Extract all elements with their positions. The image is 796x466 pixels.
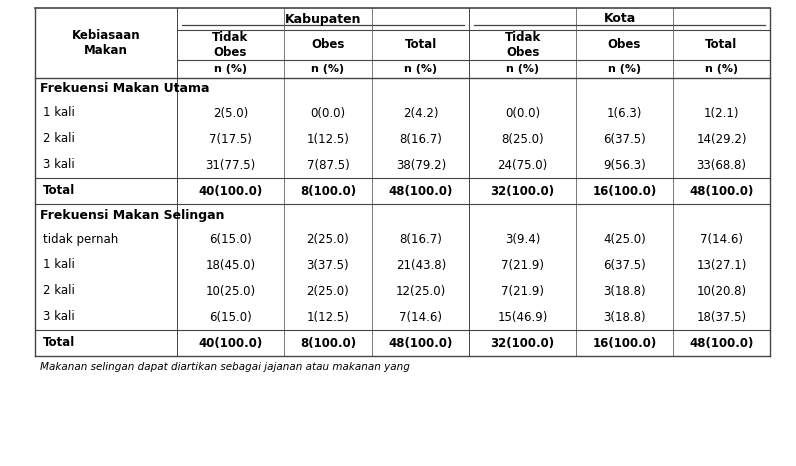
Text: 31(77.5): 31(77.5) [205, 158, 256, 171]
Text: n (%): n (%) [404, 64, 438, 74]
Text: 1(6.3): 1(6.3) [607, 107, 642, 119]
Text: 13(27.1): 13(27.1) [696, 259, 747, 272]
Text: 14(29.2): 14(29.2) [696, 132, 747, 145]
Text: Total: Total [43, 185, 76, 198]
Text: 0(0.0): 0(0.0) [310, 107, 345, 119]
Text: 48(100.0): 48(100.0) [689, 185, 754, 198]
Text: n (%): n (%) [214, 64, 247, 74]
Text: 4(25.0): 4(25.0) [603, 233, 646, 246]
Text: Total: Total [404, 39, 437, 52]
Text: 3(37.5): 3(37.5) [306, 259, 349, 272]
Text: 7(21.9): 7(21.9) [501, 259, 544, 272]
Text: 21(43.8): 21(43.8) [396, 259, 446, 272]
Text: 48(100.0): 48(100.0) [689, 336, 754, 350]
Text: 1(12.5): 1(12.5) [306, 132, 349, 145]
Text: 48(100.0): 48(100.0) [388, 336, 453, 350]
Text: n (%): n (%) [705, 64, 738, 74]
Text: 40(100.0): 40(100.0) [198, 336, 263, 350]
Text: Total: Total [705, 39, 738, 52]
Text: 6(37.5): 6(37.5) [603, 132, 646, 145]
Text: 7(14.6): 7(14.6) [400, 310, 443, 323]
Text: 3(18.8): 3(18.8) [603, 310, 646, 323]
Text: 8(100.0): 8(100.0) [300, 185, 356, 198]
Text: 33(68.8): 33(68.8) [696, 158, 747, 171]
Text: 10(25.0): 10(25.0) [205, 285, 256, 297]
Text: 8(16.7): 8(16.7) [400, 132, 443, 145]
Text: 1 kali: 1 kali [43, 107, 75, 119]
Text: tidak pernah: tidak pernah [43, 233, 119, 246]
Text: 6(15.0): 6(15.0) [209, 310, 252, 323]
Text: 2(25.0): 2(25.0) [306, 233, 349, 246]
Text: Kabupaten: Kabupaten [285, 13, 361, 26]
Text: 2(4.2): 2(4.2) [403, 107, 439, 119]
Text: n (%): n (%) [506, 64, 539, 74]
Text: Kebiasaan
Makan: Kebiasaan Makan [72, 29, 140, 57]
Text: 32(100.0): 32(100.0) [490, 185, 555, 198]
Text: 8(25.0): 8(25.0) [501, 132, 544, 145]
Text: 1(2.1): 1(2.1) [704, 107, 739, 119]
Text: 2 kali: 2 kali [43, 285, 75, 297]
Text: 6(15.0): 6(15.0) [209, 233, 252, 246]
Text: Frekuensi Makan Utama: Frekuensi Makan Utama [40, 82, 209, 96]
Text: 7(21.9): 7(21.9) [501, 285, 544, 297]
Text: 1 kali: 1 kali [43, 259, 75, 272]
Text: 3(18.8): 3(18.8) [603, 285, 646, 297]
Text: 16(100.0): 16(100.0) [592, 336, 657, 350]
Text: 2 kali: 2 kali [43, 132, 75, 145]
Text: Kota: Kota [603, 13, 636, 26]
Text: Obes: Obes [607, 39, 641, 52]
Text: 7(17.5): 7(17.5) [209, 132, 252, 145]
Text: n (%): n (%) [311, 64, 345, 74]
Text: 38(79.2): 38(79.2) [396, 158, 446, 171]
Text: 18(37.5): 18(37.5) [696, 310, 747, 323]
Text: 40(100.0): 40(100.0) [198, 185, 263, 198]
Text: Total: Total [43, 336, 76, 350]
Text: 7(87.5): 7(87.5) [306, 158, 349, 171]
Text: 48(100.0): 48(100.0) [388, 185, 453, 198]
Text: 15(46.9): 15(46.9) [498, 310, 548, 323]
Text: 12(25.0): 12(25.0) [396, 285, 446, 297]
Text: Obes: Obes [311, 39, 345, 52]
Text: Tidak
Obes: Tidak Obes [213, 31, 248, 59]
Text: 2(5.0): 2(5.0) [213, 107, 248, 119]
Text: 3 kali: 3 kali [43, 158, 75, 171]
Text: 7(14.6): 7(14.6) [700, 233, 743, 246]
Text: 3 kali: 3 kali [43, 310, 75, 323]
Text: n (%): n (%) [608, 64, 641, 74]
Text: 8(100.0): 8(100.0) [300, 336, 356, 350]
Text: 9(56.3): 9(56.3) [603, 158, 646, 171]
Text: 24(75.0): 24(75.0) [498, 158, 548, 171]
Bar [35, 8, 770, 78]
Text: 3(9.4): 3(9.4) [505, 233, 540, 246]
Text: Makanan selingan dapat diartikan sebagai jajanan atau makanan yang: Makanan selingan dapat diartikan sebagai… [40, 362, 410, 372]
Text: 10(20.8): 10(20.8) [696, 285, 747, 297]
Text: 6(37.5): 6(37.5) [603, 259, 646, 272]
Text: 1(12.5): 1(12.5) [306, 310, 349, 323]
Text: 8(16.7): 8(16.7) [400, 233, 443, 246]
Text: Tidak
Obes: Tidak Obes [505, 31, 540, 59]
Text: 16(100.0): 16(100.0) [592, 185, 657, 198]
Bar [35, 78, 770, 356]
Text: Frekuensi Makan Selingan: Frekuensi Makan Selingan [40, 208, 224, 221]
Text: 32(100.0): 32(100.0) [490, 336, 555, 350]
Text: 2(25.0): 2(25.0) [306, 285, 349, 297]
Text: 18(45.0): 18(45.0) [205, 259, 256, 272]
Text: 0(0.0): 0(0.0) [505, 107, 540, 119]
